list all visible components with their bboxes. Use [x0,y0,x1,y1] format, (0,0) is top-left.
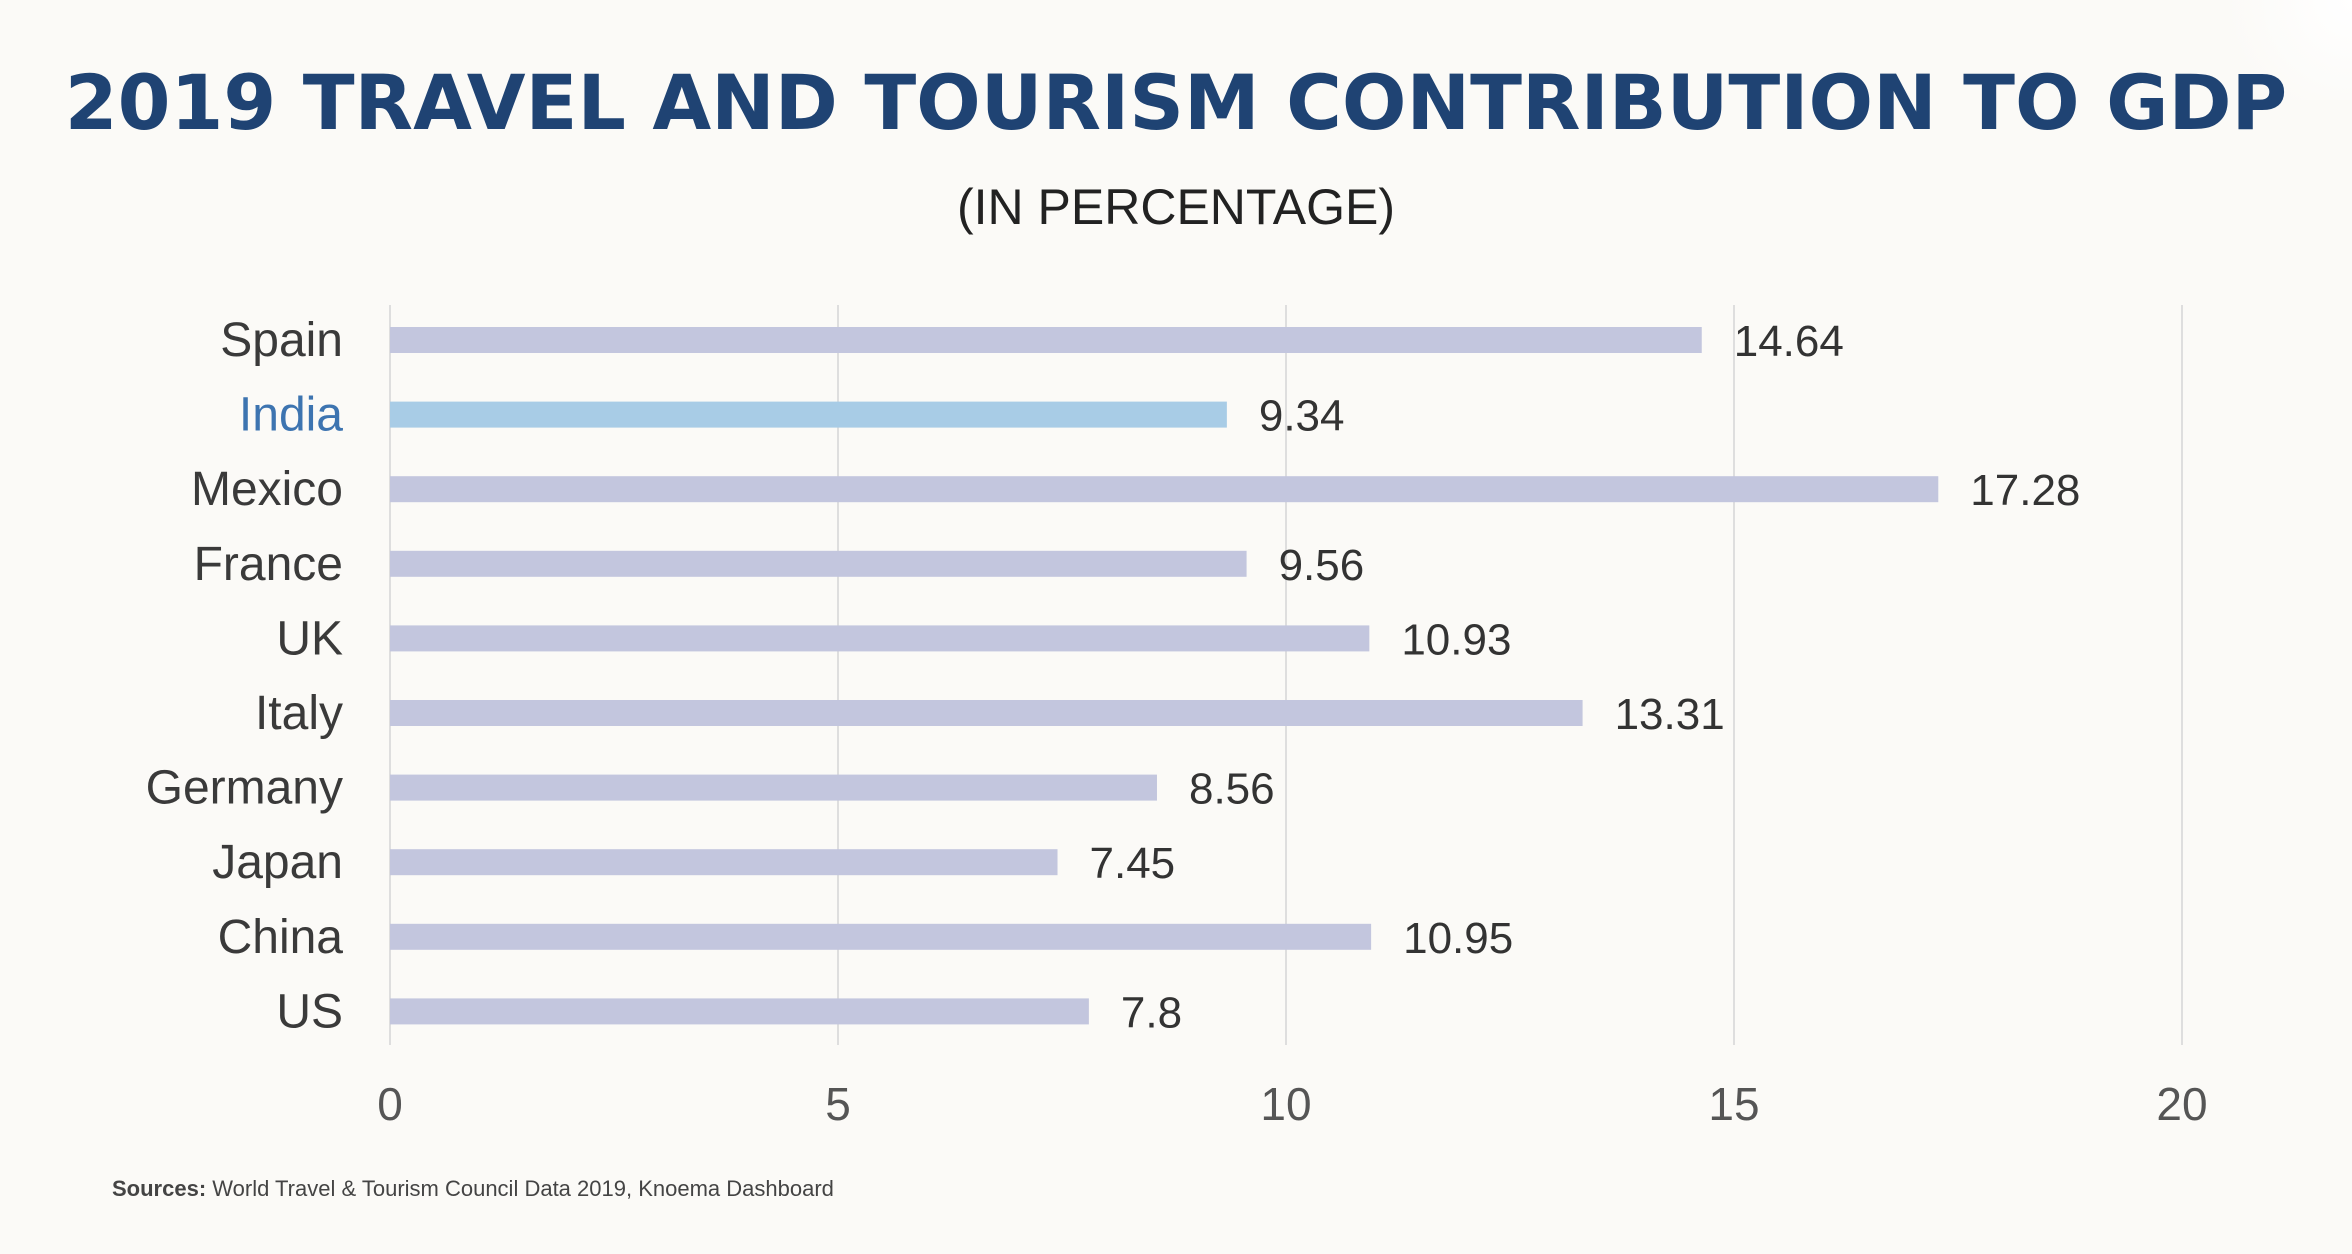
data-label: 7.8 [1121,988,1182,1037]
category-label: US [276,985,343,1038]
x-tick-label: 15 [1708,1078,1759,1130]
x-tick-label: 5 [825,1078,851,1130]
category-label: China [218,911,344,964]
source-note: Sources: World Travel & Tourism Council … [112,1176,834,1202]
data-label: 13.31 [1615,690,1725,739]
chart-subtitle: (IN PERCENTAGE) [957,179,1395,235]
bar [390,774,1157,801]
x-tick-label: 10 [1260,1078,1311,1130]
chart-title: 2019 TRAVEL AND TOURISM CONTRIBUTION TO … [64,58,2288,147]
bar [390,550,1247,577]
bar [390,998,1089,1025]
bar [390,849,1058,876]
bar [390,327,1702,353]
bar [390,401,1227,428]
data-label: 8.56 [1189,765,1275,814]
data-label: 10.93 [1401,615,1511,664]
source-prefix: Sources: [112,1176,207,1201]
category-label: Italy [255,687,343,740]
category-label: Mexico [191,463,343,516]
category-label: Japan [212,836,343,889]
bar [390,923,1372,950]
data-label: 10.95 [1403,914,1513,963]
category-label: Germany [146,762,343,815]
data-label: 9.56 [1279,541,1365,590]
bar [390,476,1939,503]
category-label: France [194,538,343,591]
category-label: Spain [220,314,343,367]
data-label: 9.34 [1259,392,1345,441]
bar [390,625,1370,652]
data-label: 14.64 [1734,317,1844,366]
category-label: India [239,389,343,442]
data-label: 7.45 [1090,839,1176,888]
corner-highlight [2202,0,2352,100]
x-tick-label: 0 [377,1078,403,1130]
x-tick-label: 20 [2156,1078,2207,1130]
bar [390,700,1583,726]
data-label: 17.28 [1970,466,2080,515]
source-text: World Travel & Tourism Council Data 2019… [206,1176,834,1201]
category-label: UK [276,612,343,665]
